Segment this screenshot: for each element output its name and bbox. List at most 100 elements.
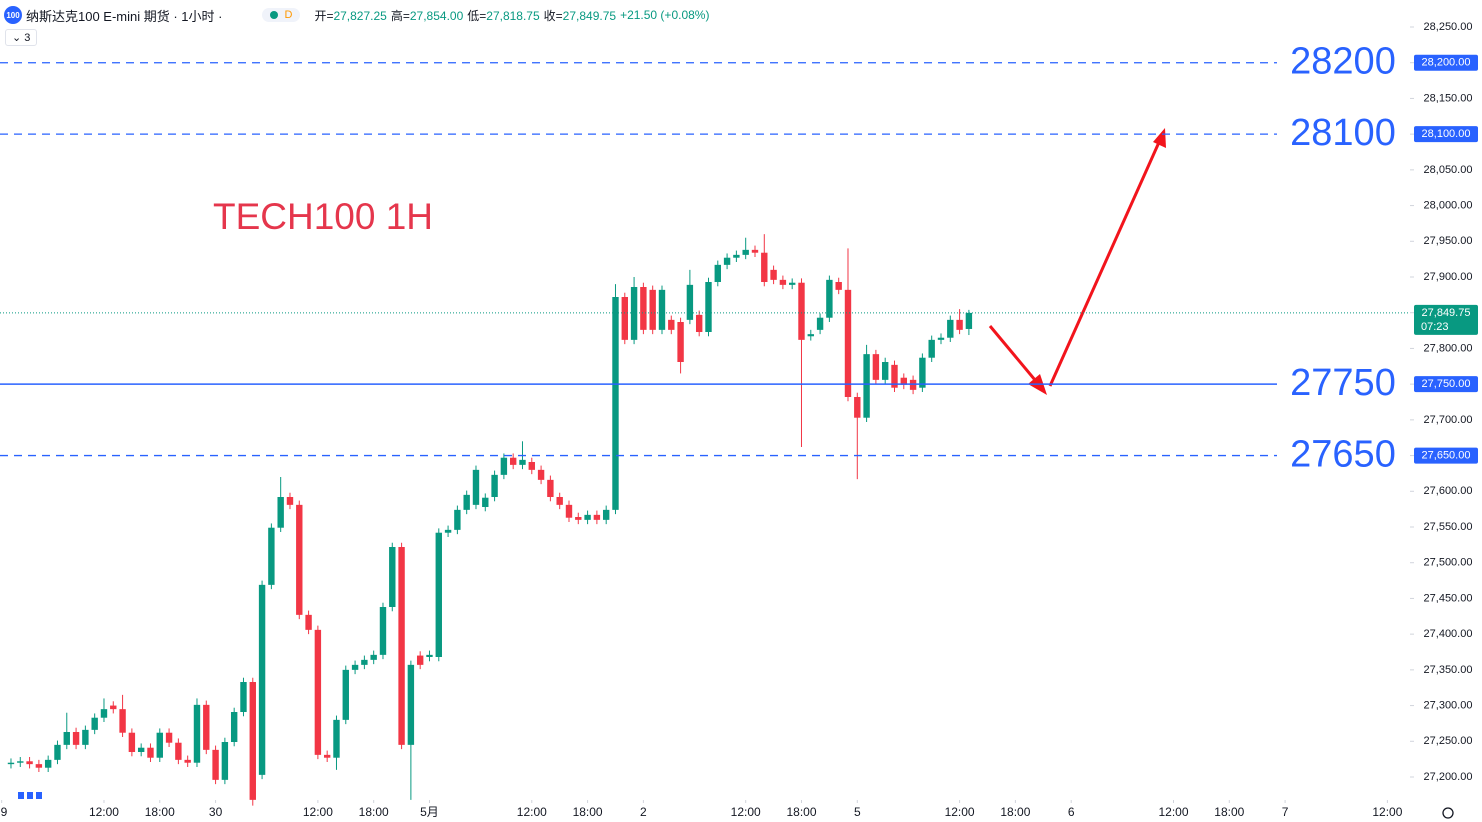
last-price-box bbox=[1414, 304, 1478, 335]
x-tick-label: 12:00 bbox=[89, 805, 119, 819]
candle-body bbox=[426, 654, 433, 657]
candle-body bbox=[751, 249, 759, 253]
y-tick-label: 28,000.00 bbox=[1424, 199, 1473, 211]
candle-body bbox=[919, 357, 926, 388]
candle-body bbox=[333, 719, 340, 758]
x-tick-label: 5月 bbox=[420, 805, 439, 819]
x-tick-label: 12:00 bbox=[1372, 805, 1402, 819]
candle-body bbox=[277, 497, 284, 528]
forecast-arrows bbox=[988, 128, 1166, 395]
candle-body bbox=[165, 732, 173, 743]
ohlc-item: 高=27,854.00 bbox=[391, 9, 463, 23]
ohlc-value: 27,827.25 bbox=[333, 8, 387, 23]
candle-body bbox=[556, 497, 563, 505]
ohlc: 开=27,827.25 高=27,854.00 低=27,818.75 收=27,84… bbox=[314, 7, 620, 24]
legend-header: 100 纳斯达克100 E-mini 期货 · 1小时 · D 开=27,827… bbox=[4, 5, 713, 25]
candle-body bbox=[17, 761, 24, 763]
candle-body bbox=[454, 509, 461, 530]
arrow-up bbox=[1048, 139, 1162, 387]
toolbar-icon[interactable] bbox=[36, 792, 42, 799]
candle-body bbox=[7, 762, 15, 765]
layers-toggle[interactable]: ⌄ 3 bbox=[5, 29, 38, 46]
x-tick-label: 12:00 bbox=[945, 805, 975, 819]
candle-body bbox=[342, 669, 349, 720]
ohlc-item: 收=27,849.75 bbox=[544, 9, 616, 23]
y-tick-label: 27,800.00 bbox=[1424, 342, 1473, 354]
candle-body bbox=[612, 297, 619, 510]
level-axis-box bbox=[1414, 54, 1478, 71]
candle-body bbox=[537, 469, 545, 480]
y-tick-label: 27,350.00 bbox=[1424, 664, 1473, 676]
symbol-icon: 100 bbox=[4, 6, 22, 24]
candle-body bbox=[240, 682, 247, 712]
settings-icon[interactable] bbox=[1442, 807, 1454, 819]
candle-body bbox=[361, 659, 368, 665]
candle-body bbox=[407, 664, 415, 745]
y-tick-label: 27,550.00 bbox=[1424, 521, 1473, 533]
candle-body bbox=[770, 269, 777, 280]
level-label: 28200 bbox=[1290, 41, 1396, 83]
candle-body bbox=[44, 759, 52, 768]
symbol-title: 纳斯达克100 E-mini 期货 · 1小时 · bbox=[26, 8, 223, 24]
level-axis-box bbox=[1414, 447, 1478, 464]
candle-body bbox=[212, 749, 219, 780]
y-tick-label: 27,450.00 bbox=[1424, 592, 1473, 604]
y-tick-label: 28,150.00 bbox=[1424, 92, 1473, 104]
x-tick-label: 6 bbox=[1068, 805, 1075, 819]
candle-body bbox=[649, 289, 656, 330]
candle-body bbox=[398, 547, 405, 745]
level-label: 27750 bbox=[1290, 362, 1396, 404]
level-axis-label: 27,750.00 bbox=[1422, 378, 1471, 390]
chart-title: TECH100 1H bbox=[213, 196, 433, 237]
level-axis-label: 27,650.00 bbox=[1422, 449, 1471, 461]
candle-body bbox=[584, 514, 591, 520]
x-tick-label: 12:00 bbox=[303, 805, 333, 819]
arrow-head bbox=[1153, 128, 1166, 148]
y-tick-label: 27,300.00 bbox=[1424, 699, 1473, 711]
ohlc-label: 收= bbox=[543, 8, 563, 23]
x-tick-label: 5 bbox=[854, 805, 861, 819]
toolbar-icon[interactable] bbox=[27, 792, 33, 799]
ohlc-value: 27,854.00 bbox=[409, 8, 464, 23]
ohlc-value: 27,849.75 bbox=[562, 8, 617, 23]
last-price-label: 27,849.75 bbox=[1422, 307, 1471, 319]
y-tick-label: 27,950.00 bbox=[1424, 235, 1473, 247]
status-pill[interactable]: D bbox=[262, 8, 301, 22]
candle-body bbox=[547, 479, 554, 497]
candle-body bbox=[472, 469, 480, 505]
candle-body bbox=[705, 282, 712, 332]
candle-body bbox=[249, 682, 256, 800]
badge: D bbox=[284, 9, 293, 21]
toolbar-icon[interactable] bbox=[18, 792, 24, 799]
candle-body bbox=[323, 754, 331, 758]
candle-body bbox=[175, 742, 182, 760]
candle-body bbox=[203, 704, 210, 750]
candle-body bbox=[602, 509, 610, 520]
level-axis-label: 28,200.00 bbox=[1422, 57, 1471, 69]
candle-body bbox=[482, 497, 489, 507]
y-tick-label: 28,250.00 bbox=[1424, 21, 1473, 33]
x-tick-label: 18:00 bbox=[359, 805, 389, 819]
candle-body bbox=[686, 284, 694, 320]
candle-body bbox=[742, 249, 749, 255]
level-label: 27650 bbox=[1290, 434, 1396, 476]
candle-body bbox=[54, 744, 61, 760]
candle-body bbox=[863, 354, 870, 418]
x-tick-label: 18:00 bbox=[786, 805, 816, 819]
ohlc-item: 低=27,818.75 bbox=[467, 9, 539, 23]
y-tick-label: 27,200.00 bbox=[1424, 771, 1473, 783]
candle-body bbox=[184, 759, 191, 763]
candle-body bbox=[937, 337, 945, 340]
x-tick-label: 18:00 bbox=[573, 805, 603, 819]
candle-body bbox=[881, 362, 889, 380]
level-label: 28100 bbox=[1290, 112, 1396, 154]
candle-body bbox=[733, 254, 740, 258]
candle-body bbox=[156, 732, 163, 758]
candle-body bbox=[389, 547, 396, 607]
x-tick-label: 18:00 bbox=[1214, 805, 1244, 819]
status-dot bbox=[270, 11, 279, 19]
candle-body bbox=[63, 732, 70, 745]
ohlc-label: 高= bbox=[390, 8, 410, 23]
candle-body bbox=[314, 629, 322, 755]
